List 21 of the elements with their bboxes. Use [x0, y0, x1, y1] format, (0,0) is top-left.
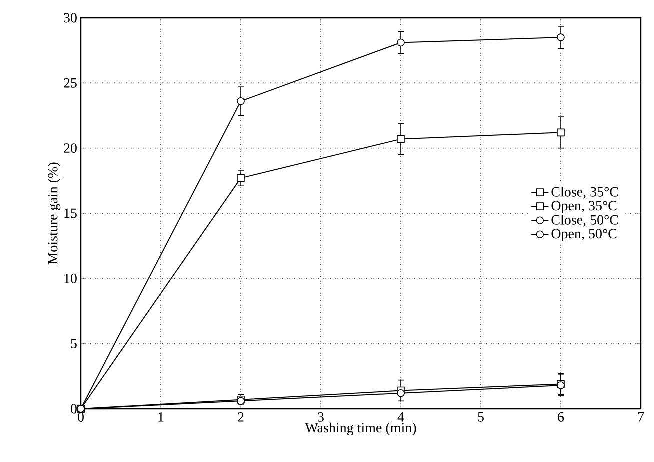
x-tick-label: 1 [158, 412, 164, 422]
y-tick-label: 0 [71, 404, 77, 414]
y-tick-label: 10 [64, 274, 77, 284]
legend-label: Close, 35°C [552, 186, 618, 199]
x-tick-label: 2 [238, 412, 244, 422]
legend-label: Close, 50°C [552, 214, 618, 227]
x-tick-label: 4 [398, 412, 404, 422]
y-tick-label: 5 [71, 339, 77, 348]
y-axis-title: Moisture gain (%) [48, 162, 61, 264]
y-tick-label: 25 [64, 78, 77, 88]
x-tick-label: 0 [78, 412, 84, 422]
legend-label: Open, 50°C [552, 229, 617, 242]
x-tick-label: 3 [318, 412, 324, 422]
x-axis-title: Washing time (min) [305, 422, 416, 436]
y-tick-label: 20 [64, 144, 77, 154]
x-tick-label: 7 [638, 412, 644, 422]
x-tick-label: 6 [558, 412, 564, 422]
y-tick-label: 15 [64, 208, 77, 218]
y-tick-label: 30 [64, 13, 77, 23]
x-tick-label: 5 [478, 412, 484, 422]
legend-label: Open, 35°C [552, 201, 617, 214]
